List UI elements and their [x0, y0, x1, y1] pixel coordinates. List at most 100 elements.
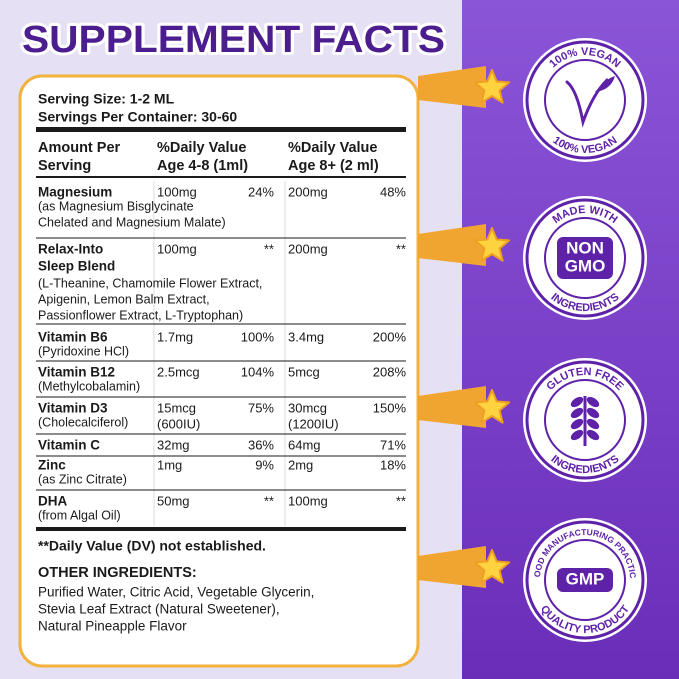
daily-value: 48% — [380, 184, 406, 199]
amount: 1.7mg — [157, 329, 193, 344]
nutrient-detail: (Pyridoxine HCl) — [38, 344, 129, 358]
amount: 3.4mg — [288, 329, 324, 344]
wheat-grain — [570, 407, 584, 419]
nutrient-name: DHA — [38, 494, 67, 509]
amount: 32mg — [157, 437, 190, 452]
wheat-grain — [570, 418, 584, 430]
badge-label-box — [557, 237, 613, 279]
amount: 30mcg — [288, 400, 327, 415]
badge-ring — [525, 40, 645, 160]
nutrient-name: Sleep Blend — [38, 259, 115, 274]
nutrient-detail: (as Magnesium Bisglycinate — [38, 199, 194, 213]
amount: (600IU) — [157, 416, 200, 431]
star — [473, 389, 511, 424]
header-cell: %Daily Value — [157, 140, 246, 156]
wheat-grain — [586, 418, 600, 430]
amount: 200mg — [288, 184, 328, 199]
servings-per-container: Servings Per Container: 30-60 — [38, 109, 237, 125]
daily-value: ** — [396, 241, 406, 256]
nutrient-detail: Chelated and Magnesium Malate) — [38, 215, 226, 229]
nutrient-detail: Passionflower Extract, L-Tryptophan) — [38, 308, 243, 322]
header-cell: Age 4-8 (1ml) — [157, 158, 248, 174]
daily-value: 71% — [380, 437, 406, 452]
star — [473, 69, 511, 104]
nutrient-detail: (Cholecalciferol) — [38, 415, 128, 429]
thick-rule — [36, 527, 406, 531]
badge-ring — [525, 198, 645, 318]
daily-value: 104% — [241, 364, 275, 379]
facts-card — [18, 74, 420, 668]
title: SUPPLEMENT FACTS — [22, 19, 445, 61]
amount: 2.5mcg — [157, 364, 200, 379]
daily-value: 150% — [373, 400, 407, 415]
amount: 2mg — [288, 457, 313, 472]
badge-ring — [525, 360, 645, 480]
wheat-grain — [586, 407, 600, 419]
amount: 15mcg — [157, 400, 196, 415]
wheat-grain — [570, 429, 584, 441]
amount: 100mg — [157, 184, 197, 199]
daily-value: ** — [264, 241, 274, 256]
nutrient-name: Relax-Into — [38, 242, 103, 257]
serving-size: Serving Size: 1-2 ML — [38, 91, 175, 107]
nutrient-detail: (from Algal Oil) — [38, 508, 121, 522]
nutrient-name: Vitamin B12 — [38, 365, 115, 380]
nutrient-detail: (as Zinc Citrate) — [38, 472, 127, 486]
nutrient-name: Vitamin D3 — [38, 401, 108, 416]
badge-label-box — [557, 568, 613, 592]
header-cell: Serving — [38, 158, 91, 174]
daily-value: 208% — [373, 364, 407, 379]
star — [473, 227, 511, 262]
wheat-grain — [570, 396, 584, 408]
amount: 5mcg — [288, 364, 320, 379]
ribbon — [418, 546, 486, 588]
header-cell: Age 8+ (2 ml) — [288, 158, 379, 174]
daily-value: 24% — [248, 184, 274, 199]
header-cell: Amount Per — [38, 140, 121, 156]
ribbon — [418, 66, 486, 108]
daily-value: 100% — [241, 329, 275, 344]
amount: 100mg — [157, 241, 197, 256]
amount: 100mg — [288, 493, 328, 508]
daily-value: ** — [396, 493, 406, 508]
amount: 64mg — [288, 437, 321, 452]
other-ingredients-title: OTHER INGREDIENTS: — [38, 565, 197, 581]
daily-value: 36% — [248, 437, 274, 452]
ingredients-line: Natural Pineapple Flavor — [38, 619, 187, 634]
badge-label: NON — [566, 238, 604, 257]
amount: 50mg — [157, 493, 190, 508]
badge-ring — [525, 520, 645, 640]
star — [473, 549, 511, 584]
badge-label: GMP — [566, 569, 605, 588]
wheat-grain — [586, 396, 600, 408]
leaf — [595, 76, 615, 92]
nutrient-name: Vitamin C — [38, 438, 100, 453]
nutrient-detail: Apigenin, Lemon Balm Extract, — [38, 292, 210, 306]
amount: 200mg — [288, 241, 328, 256]
badge-inner — [544, 59, 626, 141]
wheat-grain — [586, 429, 600, 441]
daily-value: 9% — [255, 457, 274, 472]
header-cell: %Daily Value — [288, 140, 377, 156]
badge-label: GMO — [565, 256, 606, 275]
nutrient-name: Vitamin B6 — [38, 330, 108, 345]
daily-value: ** — [264, 493, 274, 508]
nutrient-detail: (Methylcobalamin) — [38, 379, 140, 393]
daily-value: 18% — [380, 457, 406, 472]
footnote: **Daily Value (DV) not established. — [38, 538, 266, 554]
ingredients-line: Purified Water, Citric Acid, Vegetable G… — [38, 585, 314, 600]
ribbon — [418, 224, 486, 266]
amount: (1200IU) — [288, 416, 339, 431]
ribbon — [418, 386, 486, 428]
thick-rule — [36, 127, 406, 132]
nutrient-name: Zinc — [38, 458, 66, 473]
nutrient-detail: (L-Theanine, Chamomile Flower Extract, — [38, 276, 262, 290]
amount: 1mg — [157, 457, 182, 472]
nutrient-name: Magnesium — [38, 185, 112, 200]
daily-value: 200% — [373, 329, 407, 344]
